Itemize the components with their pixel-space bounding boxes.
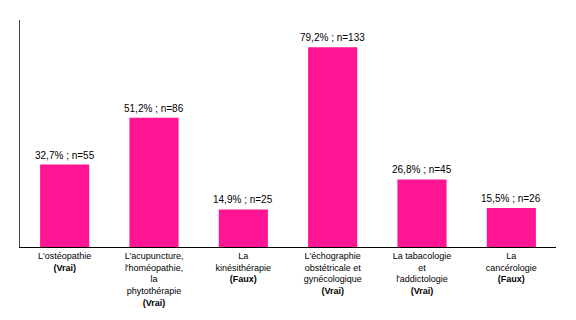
svg-text:La tabacologieetl'addictologie: La tabacologieetl'addictologie(Vrai) [393, 251, 452, 296]
svg-text:15,5% ; n=26: 15,5% ; n=26 [481, 193, 541, 204]
svg-text:32,7% ; n=55: 32,7% ; n=55 [35, 150, 95, 161]
svg-text:51,2% ; n=86: 51,2% ; n=86 [124, 103, 184, 114]
svg-text:Lakinésithérapie(Faux): Lakinésithérapie(Faux) [216, 251, 272, 284]
svg-text:26,8% ; n=45: 26,8% ; n=45 [392, 164, 452, 175]
svg-text:14,9% ; n=25: 14,9% ; n=25 [213, 194, 273, 205]
svg-text:L'ostéopathie(Vrai): L'ostéopathie(Vrai) [38, 251, 91, 273]
svg-text:79,2% ; n=133: 79,2% ; n=133 [300, 32, 365, 43]
svg-text:L'échographieobstétricale etgy: L'échographieobstétricale etgynécologiqu… [304, 251, 362, 296]
svg-text:Lacancérologie(Faux): Lacancérologie(Faux) [486, 251, 537, 284]
svg-text:L'acupuncture,l'homéopathie,la: L'acupuncture,l'homéopathie,laphytothéra… [125, 251, 184, 308]
